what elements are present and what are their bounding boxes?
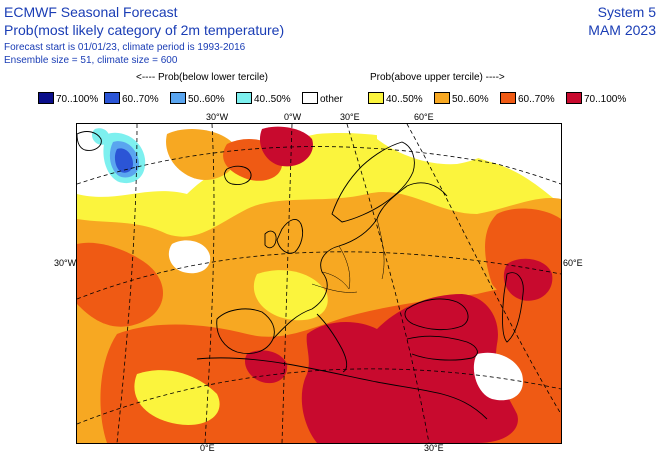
- legend-item-label: 40..50%: [386, 94, 423, 105]
- coastline-iceland: [224, 165, 252, 185]
- legend-item-label: 70..100%: [584, 94, 627, 105]
- coastline-black-sea: [404, 298, 469, 331]
- coastline-scandinavia: [331, 141, 415, 223]
- legend-item: 60..70%: [500, 92, 555, 106]
- legend-swatch: [302, 92, 318, 104]
- lon-label-bottom: 0°E: [200, 443, 215, 453]
- legend-item-label: 50..60%: [188, 94, 225, 105]
- prob-area-white: [473, 352, 523, 401]
- coastline-ireland: [264, 230, 277, 249]
- map-canvas: [77, 124, 561, 443]
- graticule-line: [77, 146, 561, 185]
- prob-area-dark-red: [503, 258, 553, 301]
- legend-swatch: [500, 92, 516, 104]
- prob-area-dark-red: [259, 126, 313, 167]
- forecast-info: Forecast start is 01/01/23, climate peri…: [4, 42, 246, 53]
- legend-item: 40..50%: [368, 92, 423, 106]
- lon-label-top: 0°W: [284, 112, 302, 122]
- coastlines: [77, 131, 524, 420]
- legend-item: 60..70%: [104, 92, 159, 106]
- legend-swatch: [170, 92, 186, 104]
- prob-area-blue: [114, 148, 133, 173]
- legend-swatch: [434, 92, 450, 104]
- legend-swatch: [368, 92, 384, 104]
- legend-item: other: [302, 92, 343, 106]
- graticule-line: [346, 124, 430, 443]
- map-subtitle: Prob(most likely category of 2m temperat…: [4, 22, 285, 38]
- prob-area-white: [377, 124, 500, 165]
- graticule-line: [77, 368, 561, 425]
- lon-label-bottom: 30°E: [424, 443, 444, 453]
- legend-item-label: 50..60%: [452, 94, 489, 105]
- legend-item: 50..60%: [170, 92, 225, 106]
- graticule-line: [406, 124, 561, 415]
- prob-area-white: [168, 240, 211, 274]
- season-label: MAM 2023: [588, 22, 656, 38]
- lat-label-left: 30°W: [54, 258, 77, 268]
- graticule-line: [116, 124, 138, 443]
- prob-area-dark-red: [301, 294, 518, 443]
- legend-swatch: [38, 92, 54, 104]
- legend-item: 40..50%: [236, 92, 291, 106]
- prob-area-dark-orange: [77, 242, 164, 327]
- lon-label-top: 60°E: [414, 112, 434, 122]
- legend-item: 50..60%: [434, 92, 489, 106]
- map-title: ECMWF Seasonal Forecast: [4, 4, 178, 20]
- legend-item-label: 70..100%: [56, 94, 99, 105]
- forecast-map: [76, 123, 562, 444]
- country-borders: [311, 218, 385, 293]
- legend-item-label: 40..50%: [254, 94, 291, 105]
- legend-item-label: 60..70%: [518, 94, 555, 105]
- ensemble-info: Ensemble size = 51, climate size = 600: [4, 55, 178, 66]
- coastline-turkey: [406, 335, 478, 361]
- graticule-line: [77, 251, 561, 300]
- legend-item: 70..100%: [566, 92, 626, 106]
- prob-area-yellow: [134, 370, 220, 425]
- legend-swatch: [236, 92, 252, 104]
- legend-above-label: Prob(above upper tercile) ---->: [370, 72, 505, 83]
- prob-area-white: [517, 124, 561, 194]
- legend-item-label: 60..70%: [122, 94, 159, 105]
- graticule: [77, 124, 561, 443]
- prob-area-dark-red: [244, 350, 288, 384]
- lon-label-right: 60°E: [563, 258, 583, 268]
- legend-swatch: [104, 92, 120, 104]
- graticule-line: [204, 124, 215, 443]
- lon-label-top: 30°W: [206, 112, 229, 122]
- coastline-north-africa: [196, 357, 488, 420]
- prob-area-light-blue: [92, 128, 110, 145]
- coastline-britain: [276, 218, 304, 254]
- lon-label-top: 30°E: [340, 112, 360, 122]
- coastline-italy: [316, 313, 348, 373]
- legend-below-label: <---- Prob(below lower tercile): [136, 72, 268, 83]
- coastline-caspian: [502, 272, 524, 343]
- legend-swatch: [566, 92, 582, 104]
- coastline-greenland: [77, 131, 102, 151]
- legend-item: 70..100%: [38, 92, 98, 106]
- prob-area-yellow: [253, 270, 328, 321]
- system-label: System 5: [597, 4, 656, 20]
- legend-item-label: other: [320, 94, 343, 105]
